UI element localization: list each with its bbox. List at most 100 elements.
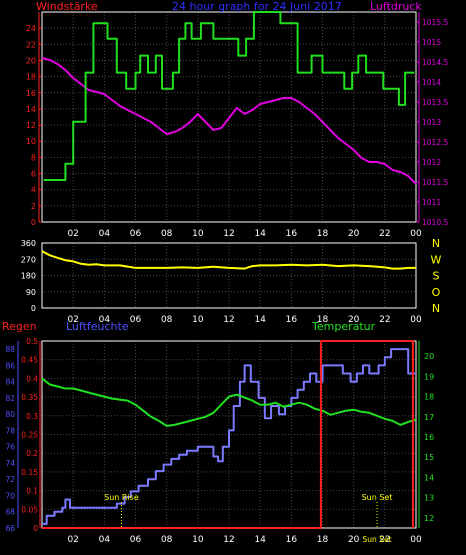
- temperature-tick-label: 15: [424, 453, 434, 462]
- x-tick-label: 12: [223, 229, 234, 239]
- rain-tick-label: 0.15: [21, 468, 38, 477]
- x-tick-label: 18: [317, 229, 329, 239]
- compass-label: N: [432, 237, 440, 250]
- pressure-tick-label: 1011.5: [422, 178, 448, 187]
- humidity-tick-label: 74: [5, 459, 15, 468]
- x-tick-label: 04: [99, 315, 111, 325]
- pressure-tick-label: 1012.5: [422, 138, 448, 147]
- direction-tick-label: 90: [26, 288, 36, 297]
- x-tick-label: 00: [410, 315, 422, 325]
- wind-tick-label: 10: [26, 137, 36, 146]
- x-tick-label: 10: [192, 229, 204, 239]
- pressure-tick-label: 1013.5: [422, 98, 448, 107]
- wind-tick-label: 0: [31, 218, 36, 227]
- wind-tick-label: 18: [26, 73, 36, 82]
- pressure-tick-label: 1014.5: [422, 58, 448, 67]
- x-tick-label: 08: [161, 315, 173, 325]
- x-tick-label: 14: [254, 315, 266, 325]
- x-tick-label: 10: [192, 535, 204, 545]
- pressure-tick-label: 1010.5: [422, 218, 448, 227]
- humidity-tick-label: 86: [5, 361, 15, 370]
- x-tick-label: 14: [254, 535, 266, 545]
- direction-tick-label: 360: [21, 239, 36, 248]
- wind-tick-label: 20: [26, 56, 36, 65]
- x-tick-label: 14: [254, 229, 266, 239]
- rain-tick-label: 0.3: [26, 412, 38, 421]
- x-tick-label: 06: [130, 535, 142, 545]
- x-tick-label: 12: [223, 535, 234, 545]
- wind-tick-label: 6: [31, 170, 36, 179]
- humidity-tick-label: 68: [5, 508, 15, 517]
- wind-tick-label: 8: [31, 153, 36, 162]
- rain-tick-label: 0.5: [26, 337, 38, 346]
- rain-tick-label: 0.35: [21, 393, 38, 402]
- x-tick-label: 16: [286, 229, 298, 239]
- rain-tick-label: 0: [33, 524, 38, 533]
- pressure-tick-label: 1013: [422, 118, 441, 127]
- wind-tick-label: 12: [26, 121, 36, 130]
- temperature-tick-label: 19: [424, 372, 434, 381]
- wind-direction-series-line: [41, 250, 416, 270]
- x-tick-label: 02: [67, 315, 78, 325]
- wind-tick-label: 4: [31, 186, 36, 195]
- pressure-tick-label: 1015: [422, 38, 441, 47]
- x-tick-label: 02: [67, 229, 78, 239]
- rain-tick-label: 0.1: [26, 487, 38, 496]
- temperature-tick-label: 13: [424, 494, 434, 503]
- plot-frame: [41, 11, 417, 223]
- compass-label: S: [433, 270, 440, 283]
- humidity-tick-label: 88: [5, 345, 15, 354]
- rain-series-line: [42, 340, 414, 529]
- x-tick-label: 16: [286, 315, 298, 325]
- humidity-tick-label: 72: [5, 475, 15, 484]
- x-tick-label: 12: [223, 315, 234, 325]
- x-tick-label: 08: [161, 229, 173, 239]
- x-tick-label: 20: [348, 315, 360, 325]
- temperature-tick-label: 14: [424, 473, 434, 482]
- wind-tick-label: 24: [26, 24, 36, 33]
- wind-tick-label: 22: [26, 40, 36, 49]
- temperature-tick-label: 17: [424, 413, 434, 422]
- temperature-series-line: [41, 377, 417, 427]
- humidity-tick-label: 80: [5, 410, 15, 419]
- x-tick-label: 10: [192, 315, 204, 325]
- humidity-tick-label: 82: [5, 394, 15, 403]
- humidity-tick-label: 78: [5, 426, 15, 435]
- direction-tick-label: 0: [31, 304, 36, 313]
- x-tick-label: 00: [410, 229, 422, 239]
- x-tick-label: 22: [379, 535, 390, 545]
- plot-frame: [41, 242, 417, 309]
- x-tick-label: 08: [161, 535, 173, 545]
- compass-label: W: [431, 253, 442, 266]
- temperature-tick-label: 12: [424, 514, 434, 523]
- temperature-tick-label: 18: [424, 393, 434, 402]
- pressure-tick-label: 1014: [422, 78, 441, 87]
- temperature-axis-title: Temperatur: [311, 320, 376, 333]
- x-tick-label: 20: [348, 535, 360, 545]
- x-tick-label: 06: [130, 229, 142, 239]
- temperature-tick-label: 20: [424, 352, 434, 361]
- x-tick-label: 04: [99, 229, 111, 239]
- temperature-tick-label: 16: [424, 433, 434, 442]
- pressure-tick-label: 1012: [422, 158, 441, 167]
- humidity-axis-title: Luftfeuchte: [66, 320, 129, 333]
- x-tick-label: 06: [130, 315, 142, 325]
- rain-humidity-temperature-panel: 02 04 06 08 10 12 14 16 18 20 22 00 66 68 70 72 74 76 78 80…: [2, 320, 434, 545]
- rain-tick-label: 0.2: [26, 449, 38, 458]
- wind-pressure-panel: 02 04 06 08 10 12 14 16 18 20 22 000246810121416182…: [26, 0, 449, 239]
- wind-axis-title: Windstärke: [36, 0, 98, 13]
- rain-tick-label: 0.05: [21, 505, 38, 514]
- x-tick-label: 00: [410, 535, 422, 545]
- pressure-series-line: [41, 57, 417, 185]
- direction-tick-label: 270: [21, 255, 36, 264]
- x-tick-label: 18: [317, 315, 329, 325]
- wind-tick-label: 14: [26, 105, 36, 114]
- x-tick-label: 22: [379, 229, 390, 239]
- direction-tick-label: 180: [21, 272, 36, 281]
- x-tick-label: 22: [379, 315, 390, 325]
- x-tick-label: 04: [99, 535, 111, 545]
- pressure-tick-label: 1011: [422, 198, 441, 207]
